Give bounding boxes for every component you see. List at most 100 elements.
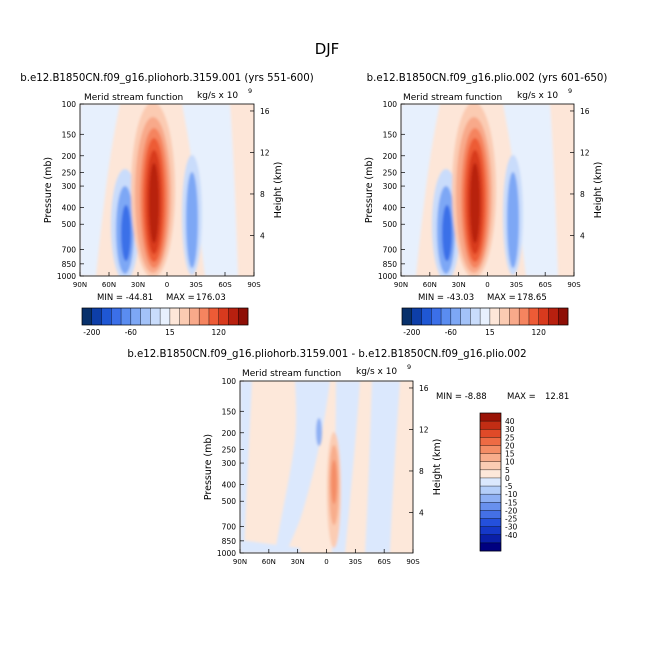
y-right-tick-label: 4 bbox=[419, 508, 424, 517]
colorbar-frame bbox=[81, 307, 249, 326]
panel-2-subtitle-exp: 9 bbox=[568, 87, 572, 95]
colorbar-tick-label: -200 bbox=[403, 328, 420, 337]
panel-2-field bbox=[401, 104, 574, 276]
colorbar-swatch bbox=[179, 308, 190, 325]
y-tick-label: 400 bbox=[62, 204, 77, 213]
colorbar-swatch bbox=[480, 486, 501, 495]
x-tick-label: 60S bbox=[218, 281, 232, 289]
colorbar-tick-label: -5 bbox=[505, 482, 513, 491]
colorbar-tick-label: -10 bbox=[505, 490, 517, 499]
colorbar-swatch bbox=[189, 308, 200, 325]
panel-1-max-label: MAX = bbox=[166, 293, 195, 303]
x-tick-label: 60S bbox=[538, 281, 552, 289]
y-right-axis-label: Height (km) bbox=[593, 162, 604, 219]
colorbar-swatch bbox=[441, 308, 452, 325]
colorbar-swatch bbox=[480, 461, 501, 471]
x-tick-label: 60N bbox=[262, 558, 276, 566]
colorbar-swatch bbox=[91, 308, 102, 325]
y-right-tick-label: 12 bbox=[580, 148, 590, 157]
y-tick-label: 250 bbox=[62, 168, 77, 177]
y-tick-label: 150 bbox=[222, 407, 237, 416]
panel-1-title: b.e12.B1850CN.f09_g16.pliohorb.3159.001 … bbox=[20, 73, 313, 84]
colorbar-tick-label: 15 bbox=[165, 328, 175, 337]
colorbar-swatch bbox=[111, 308, 122, 325]
panel-1-subtitle-exp: 9 bbox=[248, 87, 252, 95]
y-right-tick-label: 12 bbox=[260, 148, 270, 157]
panel-3-max-label: MAX = bbox=[507, 392, 536, 402]
colorbar-swatch bbox=[101, 308, 112, 325]
panel-2-subtitle-right: kg/s x 10 bbox=[517, 91, 558, 101]
x-tick-label: 90N bbox=[233, 558, 247, 566]
colorbar-swatch bbox=[228, 308, 239, 325]
x-tick-label: 90S bbox=[247, 281, 261, 289]
panel-3-field bbox=[240, 381, 413, 553]
x-tick-label: 30S bbox=[189, 281, 203, 289]
panel-1-subtitle-right: kg/s x 10 bbox=[197, 91, 238, 101]
panel-2: b.e12.B1850CN.f09_g16.plio.002 (yrs 601-… bbox=[367, 73, 607, 277]
y-tick-label: 250 bbox=[222, 445, 237, 454]
x-tick-label: 30N bbox=[131, 281, 145, 289]
colorbar-swatch bbox=[480, 534, 501, 544]
x-tick-label: 30N bbox=[291, 558, 305, 566]
y-tick-label: 100 bbox=[222, 377, 237, 386]
colorbar-swatch bbox=[509, 308, 520, 325]
panel-2-subtitle-left: Merid stream function bbox=[403, 93, 502, 103]
panel-1: b.e12.B1850CN.f09_g16.pliohorb.3159.001 … bbox=[20, 73, 314, 277]
y-tick-label: 400 bbox=[383, 204, 398, 213]
panel-3-subtitle-left: Merid stream function bbox=[242, 369, 341, 379]
colorbar-swatch bbox=[480, 518, 501, 527]
y-axis-label: Pressure (mb) bbox=[364, 157, 375, 223]
y-tick-label: 200 bbox=[383, 152, 398, 161]
x-tick-label: 90S bbox=[406, 558, 420, 566]
colorbar-tick-label: -40 bbox=[505, 531, 517, 540]
x-tick-label: 0 bbox=[165, 281, 169, 289]
y-right-tick-label: 8 bbox=[419, 467, 424, 476]
y-right-tick-label: 16 bbox=[419, 384, 429, 393]
y-tick-label: 150 bbox=[383, 130, 398, 139]
colorbar-swatch bbox=[558, 308, 569, 325]
colorbar-tick-label: 15 bbox=[505, 450, 515, 459]
colorbar-swatch bbox=[538, 308, 549, 325]
colorbar-tick-label: -60 bbox=[125, 328, 137, 337]
colorbar-swatch bbox=[480, 526, 501, 536]
panel-1-max-value: 176.03 bbox=[196, 293, 226, 303]
y-tick-label: 1000 bbox=[57, 272, 76, 281]
y-axis-label: Pressure (mb) bbox=[43, 157, 54, 223]
colorbar-tick-label: 20 bbox=[505, 441, 515, 450]
colorbar-swatch bbox=[480, 413, 501, 422]
y-tick-label: 1000 bbox=[378, 272, 397, 281]
y-tick-label: 1000 bbox=[217, 549, 236, 558]
colorbar-swatch bbox=[480, 477, 501, 487]
x-tick-label: 90S bbox=[567, 281, 581, 289]
colorbar-swatch bbox=[421, 308, 432, 325]
colorbar-swatch bbox=[480, 542, 501, 552]
y-tick-label: 300 bbox=[62, 182, 77, 191]
colorbar-tick-label: -20 bbox=[505, 506, 517, 515]
colorbar-swatch bbox=[480, 510, 501, 519]
colorbar-swatch bbox=[480, 445, 501, 454]
x-tick-label: 90N bbox=[73, 281, 87, 289]
colorbar-swatch bbox=[121, 308, 132, 325]
y-tick-label: 850 bbox=[383, 260, 398, 269]
colorbar-swatch bbox=[82, 308, 93, 325]
page-title: DJF bbox=[315, 40, 340, 58]
y-tick-label: 500 bbox=[222, 497, 237, 506]
colorbar-swatch bbox=[411, 308, 422, 325]
colorbar-tick-label: 30 bbox=[505, 425, 515, 434]
y-tick-label: 700 bbox=[62, 245, 77, 254]
colorbar-tick-label: 120 bbox=[212, 328, 227, 337]
y-tick-label: 200 bbox=[222, 429, 237, 438]
colorbar-tick-label: 15 bbox=[485, 328, 495, 337]
y-tick-label: 150 bbox=[62, 130, 77, 139]
colorbar-tick-label: -15 bbox=[505, 498, 517, 507]
colorbar-tick-label: 5 bbox=[505, 466, 510, 475]
colorbar-frame bbox=[479, 412, 502, 552]
y-tick-label: 400 bbox=[222, 481, 237, 490]
panel-2-max-label: MAX = bbox=[487, 293, 516, 303]
colorbar-swatch bbox=[480, 437, 501, 446]
panel-3: b.e12.B1850CN.f09_g16.pliohorb.3159.001 … bbox=[127, 349, 569, 554]
y-tick-label: 850 bbox=[222, 537, 237, 546]
colorbar-swatch bbox=[470, 308, 481, 325]
y-tick-label: 100 bbox=[383, 100, 398, 109]
